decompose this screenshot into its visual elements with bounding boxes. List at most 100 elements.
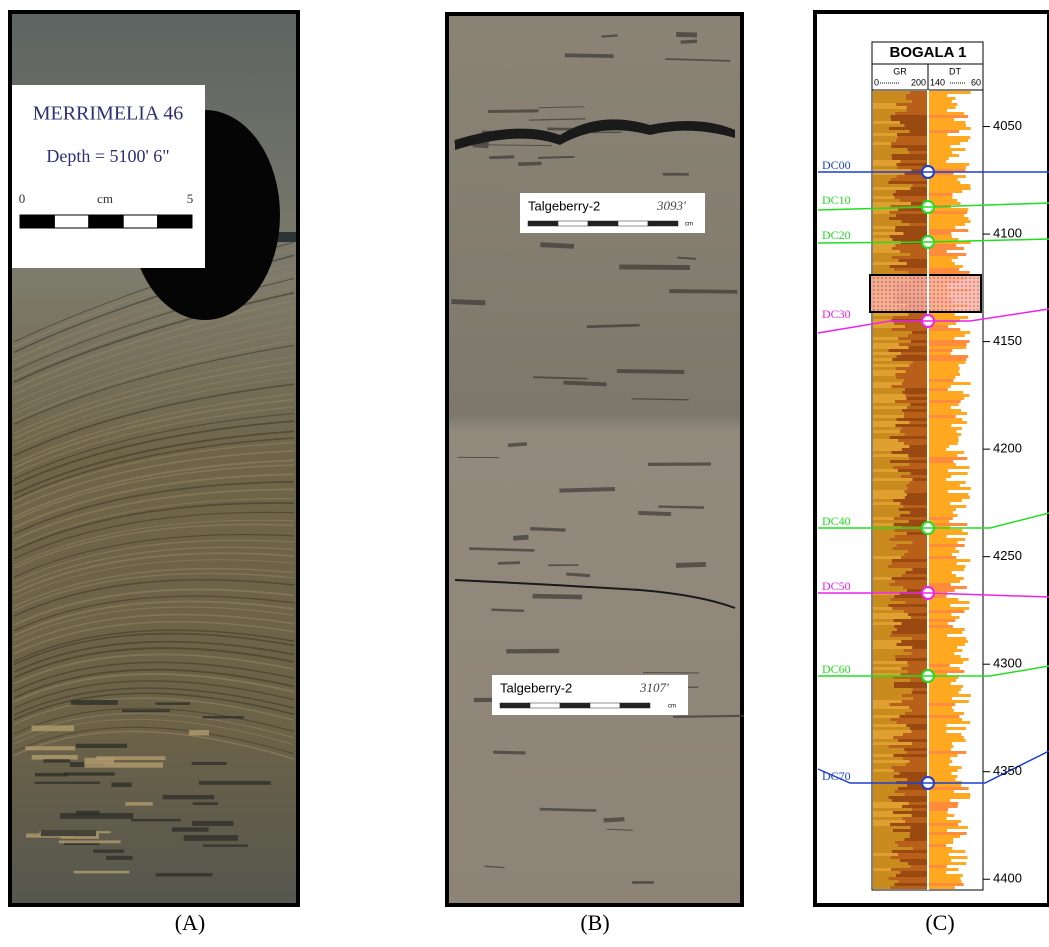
- gr-shade: [910, 187, 928, 190]
- lamina: [451, 302, 485, 303]
- dt-fill: [929, 346, 966, 349]
- gr-shade: [901, 667, 928, 670]
- gr-fill: [873, 865, 910, 868]
- dt-fill: [929, 712, 964, 715]
- gr-shade: [912, 691, 928, 694]
- gr-shade: [909, 457, 928, 460]
- gr-fill: [873, 403, 910, 406]
- lamina: [203, 716, 244, 718]
- gr-shade: [895, 367, 928, 370]
- gr-fill: [873, 622, 902, 625]
- dt-fill: [929, 121, 965, 124]
- gr-shade: [900, 430, 928, 433]
- dt-fill: [929, 577, 964, 580]
- gr-shade: [898, 337, 928, 340]
- dt-fill: [929, 445, 949, 448]
- dt-fill: [929, 643, 965, 646]
- dt-fill: [929, 349, 952, 352]
- gr-fill: [873, 466, 893, 469]
- lamina: [565, 55, 614, 56]
- gr-shade: [904, 490, 928, 493]
- dt-fill: [929, 559, 970, 562]
- gr-shade: [895, 226, 928, 229]
- gr-shade: [895, 229, 928, 232]
- dt-fill: [929, 247, 964, 250]
- scale-segment: [618, 221, 648, 226]
- depth-label: 4400: [993, 871, 1022, 886]
- gr-fill: [873, 655, 895, 658]
- dt-fill: [929, 184, 970, 187]
- gr-fill: [873, 331, 912, 334]
- dt-fill: [929, 331, 970, 334]
- dt-fill: [929, 535, 947, 538]
- gr-shade: [905, 496, 928, 499]
- gr-fill: [873, 265, 889, 268]
- gr-fill: [873, 271, 908, 274]
- gr-fill: [873, 796, 888, 799]
- dt-fill: [929, 379, 954, 382]
- gr-fill: [873, 472, 910, 475]
- dt-fill: [929, 145, 950, 148]
- dt-fill: [929, 838, 953, 841]
- dt-fill: [929, 115, 968, 118]
- lamina: [540, 245, 574, 247]
- top-name: DC40: [822, 514, 851, 528]
- gr-fill: [873, 499, 893, 502]
- lamina: [203, 844, 248, 846]
- dt-fill: [929, 553, 952, 556]
- dt-fill: [929, 472, 968, 475]
- gr-fill: [873, 634, 890, 637]
- label-unit: cm: [668, 704, 676, 710]
- gr-fill: [873, 835, 910, 838]
- gr-shade: [889, 538, 928, 541]
- dt-fill: [929, 808, 948, 811]
- dt-fill: [929, 661, 963, 664]
- gr-fill: [873, 238, 892, 241]
- lamina: [192, 821, 233, 826]
- dt-fill: [929, 739, 966, 742]
- depth-label: 4150: [993, 333, 1022, 348]
- dt-fill: [929, 208, 968, 211]
- top-name: DC10: [822, 193, 851, 207]
- gr-fill: [873, 880, 898, 883]
- gr-shade: [896, 355, 928, 358]
- dt-fill: [929, 427, 962, 430]
- gr-shade: [895, 655, 928, 658]
- gr-fill: [873, 727, 910, 730]
- gr-shade: [912, 361, 928, 364]
- gr-shade: [906, 397, 928, 400]
- gr-fill: [873, 439, 898, 442]
- dt-fill: [929, 514, 958, 517]
- gr-shade: [912, 709, 928, 712]
- gr-shade: [905, 712, 928, 715]
- gr-fill: [873, 409, 902, 412]
- gr-shade: [889, 265, 928, 268]
- gr-fill: [873, 772, 899, 775]
- lamina: [163, 795, 215, 799]
- gr-shade: [890, 886, 928, 889]
- dt-fill: [929, 880, 961, 883]
- gr-shade: [902, 694, 928, 697]
- dt-fill: [929, 190, 962, 193]
- dt-fill: [929, 538, 965, 541]
- gr-shade: [904, 379, 928, 382]
- gr-fill: [873, 346, 909, 349]
- gr-shade: [910, 832, 928, 835]
- dt-fill: [929, 193, 953, 196]
- gr-fill: [873, 541, 912, 544]
- dt-fill: [929, 130, 959, 133]
- gr-shade: [907, 493, 928, 496]
- lamina: [43, 759, 70, 762]
- gr-fill: [873, 589, 907, 592]
- gr-fill: [873, 469, 898, 472]
- panel-c: BOGALA 1 GR 0 200 DT 140 60 DC00DC10DC20…: [815, 12, 1049, 935]
- gr-shade: [895, 424, 928, 427]
- gr-shade: [910, 421, 928, 424]
- dt-fill: [929, 691, 959, 694]
- gr-fill: [873, 103, 896, 106]
- gr-shade: [891, 562, 928, 565]
- lamina: [192, 762, 227, 765]
- gr-shade: [905, 394, 928, 397]
- gr-shade: [909, 364, 928, 367]
- gr-shade: [894, 883, 928, 886]
